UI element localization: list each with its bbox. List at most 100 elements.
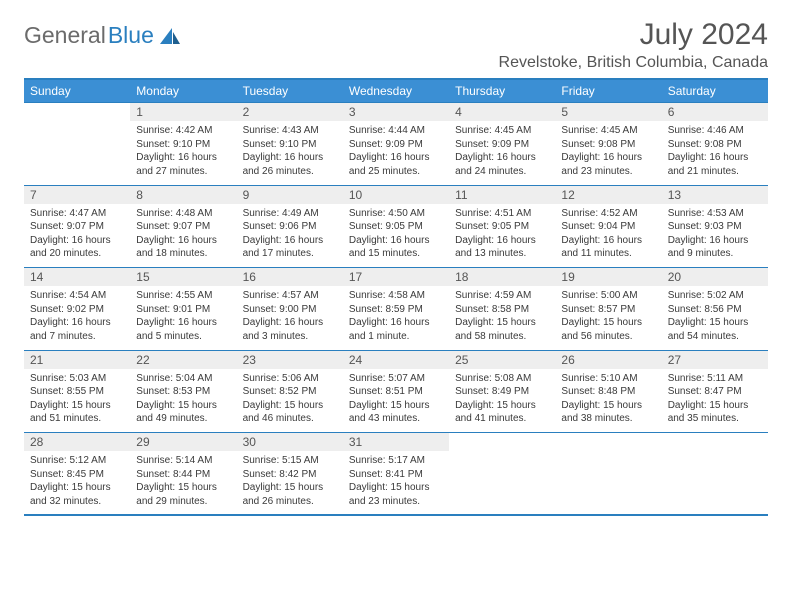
day-content-row: Sunrise: 5:12 AMSunset: 8:45 PM Daylight:…	[24, 451, 768, 515]
day-info-line: and 25 minutes.	[349, 165, 443, 179]
day-info-line: and 5 minutes.	[136, 330, 230, 344]
day-info-line: and 49 minutes.	[136, 412, 230, 426]
day-content-cell	[24, 121, 130, 185]
day-info-line: Sunset: 9:08 PM	[668, 138, 762, 152]
day-info-line: and 58 minutes.	[455, 330, 549, 344]
day-info-line: Daylight: 16 hours	[561, 151, 655, 165]
day-content-cell: Sunrise: 5:03 AMSunset: 8:55 PMDaylight:…	[24, 369, 130, 433]
day-info-line: Sunset: 8:53 PM	[136, 385, 230, 399]
day-info-line: Sunset: 9:09 PM	[349, 138, 443, 152]
day-info-line: and 20 minutes.	[30, 247, 124, 261]
day-info-line: Daylight: 15 hours	[349, 481, 443, 495]
day-number-row: 123456	[24, 103, 768, 122]
day-content-cell: Sunrise: 4:57 AMSunset: 9:00 PMDaylight:…	[237, 286, 343, 350]
day-info-line: Sunset: 8:42 PM	[243, 468, 337, 482]
day-content-cell: Sunrise: 4:47 AMSunset: 9:07 PMDaylight:…	[24, 204, 130, 268]
day-number-cell: 20	[662, 268, 768, 287]
day-info-line: Sunrise: 4:58 AM	[349, 289, 443, 303]
day-info-line: Daylight: 16 hours	[561, 234, 655, 248]
day-info-line: and 43 minutes.	[349, 412, 443, 426]
day-info-line: and 32 minutes.	[30, 495, 124, 509]
day-number-cell: 4	[449, 103, 555, 122]
day-info-line: Sunrise: 4:48 AM	[136, 207, 230, 221]
day-info-line: Daylight: 15 hours	[668, 316, 762, 330]
day-number-cell: 14	[24, 268, 130, 287]
day-number-cell: 22	[130, 350, 236, 369]
day-number-cell: 29	[130, 433, 236, 452]
day-info-line: Sunrise: 5:12 AM	[30, 454, 124, 468]
day-number-cell: 31	[343, 433, 449, 452]
day-content-cell: Sunrise: 4:45 AMSunset: 9:09 PMDaylight:…	[449, 121, 555, 185]
day-info-line: Sunset: 8:49 PM	[455, 385, 549, 399]
day-info-line: and 24 minutes.	[455, 165, 549, 179]
day-info-line: Sunset: 8:45 PM	[30, 468, 124, 482]
day-info-line: Sunrise: 5:02 AM	[668, 289, 762, 303]
day-info-line: and 54 minutes.	[668, 330, 762, 344]
day-info-line: Sunset: 9:07 PM	[30, 220, 124, 234]
day-info-line: Sunrise: 4:43 AM	[243, 124, 337, 138]
day-info-line: Sunset: 9:07 PM	[136, 220, 230, 234]
day-number-cell: 15	[130, 268, 236, 287]
day-number-row: 21222324252627	[24, 350, 768, 369]
day-content-cell: Sunrise: 5:06 AMSunset: 8:52 PMDaylight:…	[237, 369, 343, 433]
day-info-line: Daylight: 16 hours	[243, 316, 337, 330]
day-info-line: Sunset: 8:47 PM	[668, 385, 762, 399]
day-info-line: Daylight: 16 hours	[455, 234, 549, 248]
day-info-line: Sunset: 9:08 PM	[561, 138, 655, 152]
day-number-cell: 28	[24, 433, 130, 452]
day-info-line: Daylight: 16 hours	[455, 151, 549, 165]
day-content-cell: Sunrise: 4:50 AMSunset: 9:05 PMDaylight:…	[343, 204, 449, 268]
day-number-cell: 26	[555, 350, 661, 369]
day-info-line: Daylight: 15 hours	[136, 399, 230, 413]
logo-sail-icon	[158, 26, 182, 46]
day-info-line: Sunrise: 4:49 AM	[243, 207, 337, 221]
day-info-line: Sunrise: 4:46 AM	[668, 124, 762, 138]
day-number-cell: 24	[343, 350, 449, 369]
day-info-line: Daylight: 15 hours	[349, 399, 443, 413]
day-content-cell: Sunrise: 4:53 AMSunset: 9:03 PMDaylight:…	[662, 204, 768, 268]
day-info-line: Sunrise: 4:55 AM	[136, 289, 230, 303]
day-info-line: Sunrise: 5:17 AM	[349, 454, 443, 468]
day-info-line: Sunrise: 5:03 AM	[30, 372, 124, 386]
day-info-line: Daylight: 16 hours	[668, 234, 762, 248]
day-info-line: Sunrise: 5:06 AM	[243, 372, 337, 386]
day-number-cell: 27	[662, 350, 768, 369]
day-info-line: Sunrise: 5:10 AM	[561, 372, 655, 386]
day-info-line: and 3 minutes.	[243, 330, 337, 344]
day-info-line: Sunrise: 5:11 AM	[668, 372, 762, 386]
day-content-cell: Sunrise: 4:48 AMSunset: 9:07 PMDaylight:…	[130, 204, 236, 268]
day-info-line: Sunrise: 4:42 AM	[136, 124, 230, 138]
day-info-line: Sunset: 9:01 PM	[136, 303, 230, 317]
day-content-cell: Sunrise: 4:58 AMSunset: 8:59 PMDaylight:…	[343, 286, 449, 350]
day-info-line: and 15 minutes.	[349, 247, 443, 261]
day-content-row: Sunrise: 4:42 AMSunset: 9:10 PMDaylight:…	[24, 121, 768, 185]
day-info-line: and 27 minutes.	[136, 165, 230, 179]
day-content-cell: Sunrise: 4:43 AMSunset: 9:10 PMDaylight:…	[237, 121, 343, 185]
weekday-header: Thursday	[449, 79, 555, 103]
day-info-line: Sunrise: 4:59 AM	[455, 289, 549, 303]
day-content-cell: Sunrise: 4:54 AMSunset: 9:02 PMDaylight:…	[24, 286, 130, 350]
day-content-cell: Sunrise: 5:11 AMSunset: 8:47 PMDaylight:…	[662, 369, 768, 433]
day-content-cell: Sunrise: 5:10 AMSunset: 8:48 PMDaylight:…	[555, 369, 661, 433]
day-info-line: Daylight: 15 hours	[136, 481, 230, 495]
day-info-line: Sunset: 8:51 PM	[349, 385, 443, 399]
day-info-line: Daylight: 16 hours	[30, 234, 124, 248]
day-info-line: Sunset: 8:48 PM	[561, 385, 655, 399]
day-content-cell: Sunrise: 4:46 AMSunset: 9:08 PMDaylight:…	[662, 121, 768, 185]
day-info-line: Sunset: 8:41 PM	[349, 468, 443, 482]
day-info-line: Daylight: 16 hours	[349, 234, 443, 248]
day-info-line: Daylight: 15 hours	[455, 399, 549, 413]
day-content-cell: Sunrise: 4:45 AMSunset: 9:08 PMDaylight:…	[555, 121, 661, 185]
day-info-line: and 38 minutes.	[561, 412, 655, 426]
day-number-cell: 5	[555, 103, 661, 122]
weekday-header: Saturday	[662, 79, 768, 103]
day-content-cell: Sunrise: 5:15 AMSunset: 8:42 PMDaylight:…	[237, 451, 343, 515]
title-block: July 2024 Revelstoke, British Columbia, …	[499, 18, 768, 72]
day-number-row: 28293031	[24, 433, 768, 452]
day-info-line: Sunset: 9:00 PM	[243, 303, 337, 317]
day-info-line: Sunrise: 4:52 AM	[561, 207, 655, 221]
day-info-line: and 17 minutes.	[243, 247, 337, 261]
day-info-line: Daylight: 16 hours	[668, 151, 762, 165]
day-info-line: and 7 minutes.	[30, 330, 124, 344]
day-info-line: Sunrise: 5:15 AM	[243, 454, 337, 468]
